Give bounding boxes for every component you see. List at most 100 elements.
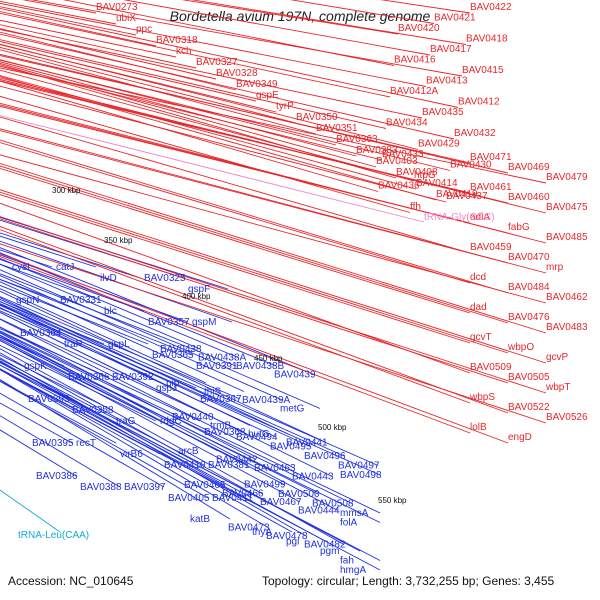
kbp-position-label: 300 kbp bbox=[52, 186, 81, 195]
forward-gene-label: BAV0432 bbox=[454, 128, 496, 139]
forward-gene-label: BAV0509 bbox=[470, 362, 512, 373]
reverse-gene-label: BAV0495 bbox=[270, 442, 312, 453]
forward-gene-label: gcvP bbox=[546, 352, 569, 363]
reverse-leader-line bbox=[0, 339, 301, 503]
forward-leader-line bbox=[0, 226, 509, 414]
forward-leader-line bbox=[0, 41, 257, 102]
reverse-leader-line bbox=[0, 257, 239, 358]
reverse-gene-label: gspL bbox=[108, 339, 130, 350]
forward-leader-line bbox=[0, 102, 547, 244]
forward-leader-line bbox=[0, 67, 547, 184]
forward-gene-label: BAV0327 bbox=[196, 57, 238, 68]
forward-leader-line bbox=[62, 0, 395, 66]
reverse-gene-label: BAV0508 bbox=[312, 499, 354, 510]
forward-leader-line bbox=[0, 202, 471, 374]
forward-gene-label: BAV0417 bbox=[430, 44, 472, 55]
forward-gene-label: BAV0461 bbox=[470, 182, 512, 193]
forward-gene-label: BAV0433 bbox=[382, 149, 424, 160]
forward-gene-label: fabG bbox=[508, 222, 530, 233]
reverse-gene-label: BAV0391 bbox=[196, 361, 238, 372]
forward-gene-label: BAV0460 bbox=[508, 192, 550, 203]
reverse-gene-label: BAV0463 bbox=[254, 463, 296, 474]
trna-leu-label: tRNA-Leu(CAA) bbox=[18, 530, 89, 541]
reverse-gene-label: recT bbox=[76, 438, 96, 449]
kbp-position-label: 500 kbp bbox=[318, 423, 347, 432]
reverse-gene-label: pgi bbox=[286, 537, 299, 548]
reverse-leader-line bbox=[0, 318, 245, 433]
reverse-gene-label: BAV0443 bbox=[292, 472, 334, 483]
reverse-gene-label: BAV0405 bbox=[168, 493, 210, 504]
reverse-gene-label: thyA bbox=[252, 527, 272, 538]
forward-gene-label: BAV0434 bbox=[386, 118, 428, 129]
reverse-gene-label: BAV0444 bbox=[298, 506, 340, 517]
forward-leader-line bbox=[0, 95, 411, 213]
reverse-gene-label: BAV0438 bbox=[160, 344, 202, 355]
reverse-leader-line bbox=[0, 281, 245, 392]
reverse-gene-label: rdgC bbox=[160, 416, 182, 427]
kbp-position-label: 350 kbp bbox=[104, 236, 133, 245]
forward-gene-label: ubiX bbox=[116, 13, 136, 24]
reverse-leader-line bbox=[0, 364, 69, 400]
reverse-leader-line bbox=[0, 352, 345, 545]
forward-leader-line bbox=[0, 253, 509, 444]
forward-leader-line bbox=[0, 75, 417, 190]
reverse-gene-label: arcB bbox=[178, 446, 199, 457]
forward-gene-label: BAV0422 bbox=[470, 2, 512, 13]
reverse-gene-label: BAV0478 bbox=[266, 531, 308, 542]
reverse-gene-label: BAV0393 bbox=[28, 394, 70, 405]
reverse-gene-label: BAV0497 bbox=[338, 461, 380, 472]
forward-gene-label: kch bbox=[176, 46, 192, 57]
reverse-leader-line bbox=[0, 348, 263, 494]
reverse-gene-label: gspJ bbox=[156, 383, 177, 394]
reverse-leader-line bbox=[0, 368, 381, 571]
reverse-leader-line bbox=[0, 336, 381, 523]
forward-leader-line bbox=[0, 31, 237, 91]
reverse-gene-label: metG bbox=[280, 404, 305, 415]
reverse-gene-label: BAV0440 bbox=[172, 412, 214, 423]
forward-gene-label: BAV0363 bbox=[336, 134, 378, 145]
forward-gene-label: gspE bbox=[256, 90, 279, 101]
reverse-gene-label: BAV0386 bbox=[36, 471, 78, 482]
forward-gene-label: BAV0349 bbox=[236, 79, 278, 90]
trna-gly-label: tRNA-Gly(CCC) bbox=[424, 212, 495, 223]
forward-leader-line bbox=[0, 59, 451, 171]
reverse-gene-label: BAV0500 bbox=[278, 489, 320, 500]
forward-gene-label: BAV0470 bbox=[508, 252, 550, 263]
reverse-gene-label: BAV0499 bbox=[244, 480, 286, 491]
forward-leader-line bbox=[0, 69, 415, 182]
forward-gene-label: BAV0484 bbox=[508, 282, 550, 293]
reverse-gene-label: katB bbox=[190, 514, 210, 525]
forward-gene-label: BAV0475 bbox=[546, 202, 588, 213]
reverse-gene-label: BAV0395 bbox=[32, 438, 74, 449]
reverse-gene-label: ilvD bbox=[100, 273, 117, 284]
reverse-leader-line bbox=[0, 247, 315, 375]
forward-leader-line bbox=[190, 0, 467, 45]
reverse-leader-line bbox=[0, 298, 379, 466]
reverse-gene-label: fah bbox=[340, 556, 354, 567]
reverse-gene-label: BAV0392 bbox=[112, 372, 154, 383]
forward-leader-line bbox=[0, 128, 547, 274]
forward-gene-label: BAV0412 bbox=[458, 97, 500, 108]
reverse-leader-line bbox=[0, 318, 295, 469]
reverse-gene-label: BAV0465 bbox=[184, 480, 226, 491]
forward-leader-line bbox=[0, 12, 391, 98]
forward-leader-line bbox=[0, 154, 547, 304]
genome-summary-text: Topology: circular; Length: 3,732,255 bp… bbox=[262, 574, 555, 588]
forward-leader-line bbox=[0, 61, 357, 157]
reverse-leader-line bbox=[0, 311, 333, 477]
reverse-gene-label: BAV0368 bbox=[204, 427, 246, 438]
forward-leader-line bbox=[0, 43, 419, 150]
forward-leader-line bbox=[0, 130, 509, 264]
forward-gene-label: wbpO bbox=[507, 342, 534, 353]
forward-gene-label: wbpS bbox=[469, 392, 495, 403]
forward-gene-label: dad bbox=[470, 302, 487, 313]
reverse-leader-line bbox=[0, 297, 289, 435]
forward-leader-line bbox=[0, 165, 509, 324]
forward-leader-line bbox=[0, 7, 459, 108]
reverse-gene-label: gspN bbox=[16, 295, 39, 306]
forward-leader-line bbox=[30, 0, 463, 77]
reverse-gene-label: BAV0388 bbox=[80, 482, 122, 493]
forward-gene-label: BAV0526 bbox=[546, 412, 588, 423]
reverse-gene-label: BAV0397 bbox=[124, 482, 166, 493]
